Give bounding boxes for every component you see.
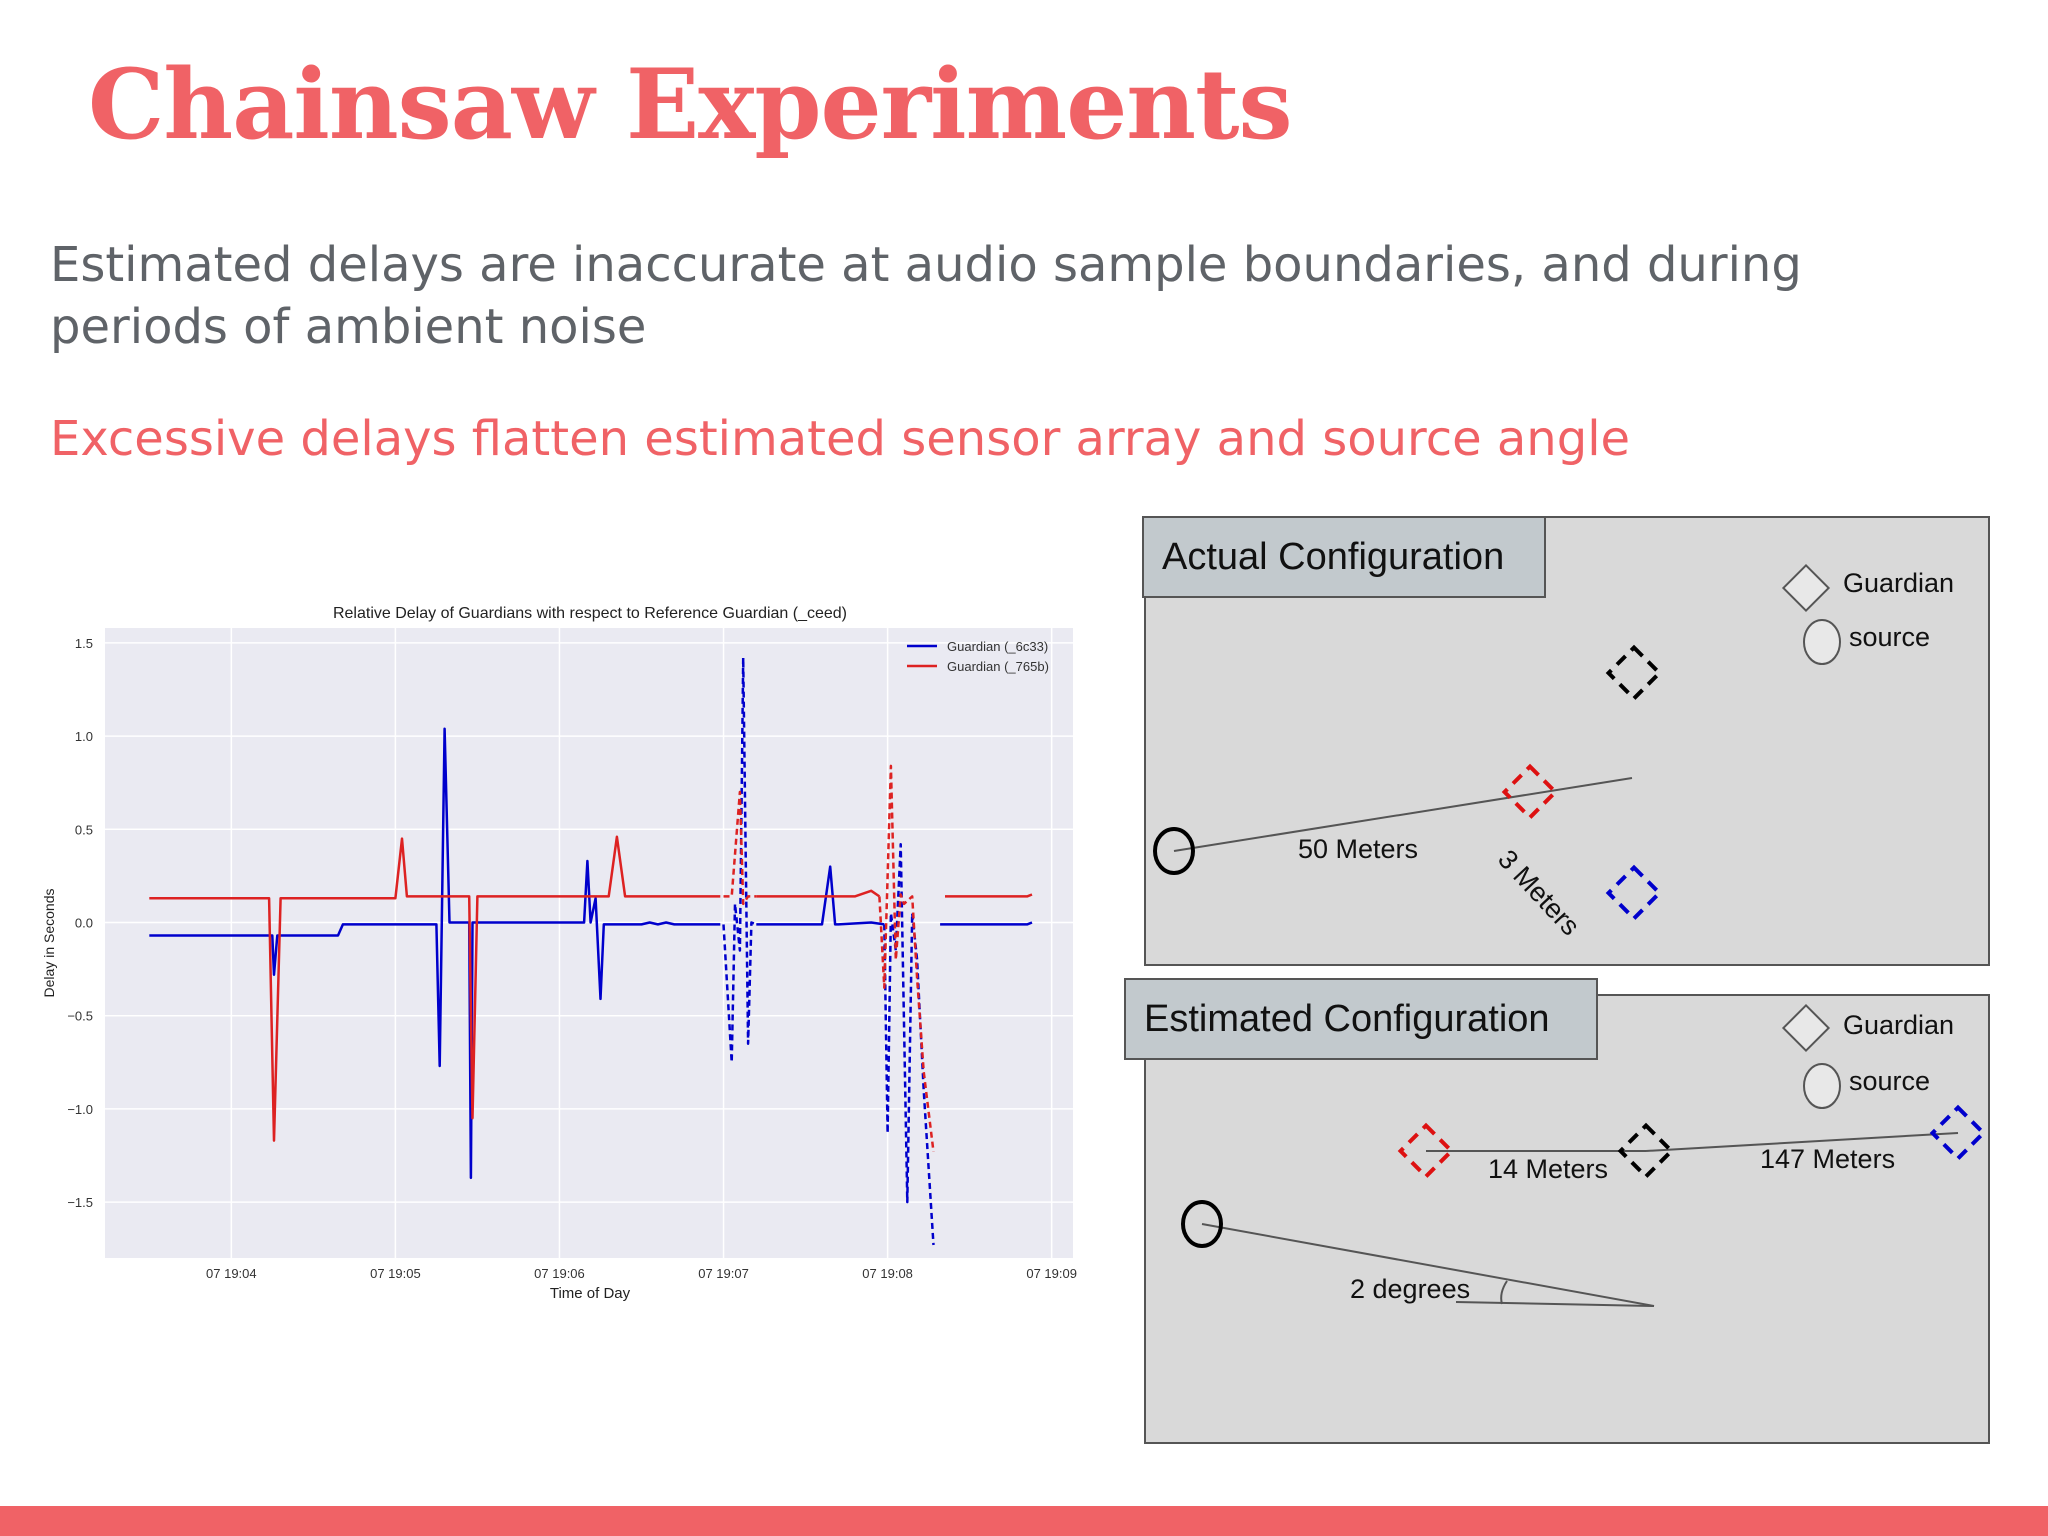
source-legend-icon (1803, 619, 1841, 665)
series-line-guardian-6c33 (756, 865, 885, 926)
delay-chart-svg: 07 19:04 07 19:05 07 19:06 07 19:07 07 19:08… (41, 605, 1077, 1302)
actual-config-diagram (1153, 563, 1841, 922)
series-line-guardian-6c33 (722, 656, 757, 1064)
y-tick-label: −1.5 (67, 1195, 93, 1210)
source-legend-label-est: source (1849, 1066, 1931, 1096)
axis-ticks: 07 19:04 07 19:05 07 19:06 07 19:07 07 19:08… (67, 636, 1077, 1281)
series-lines (149, 656, 1033, 1246)
x-axis-label: Time of Day (550, 1285, 631, 1302)
slide-title: Chainsaw Experiments (88, 48, 1292, 161)
x-tick-label: 07 19:07 (698, 1266, 749, 1281)
series-line-guardian-765b (945, 893, 1033, 898)
estimated-config-diagram (1181, 1003, 1987, 1307)
grid-lines (105, 628, 1073, 1258)
black-blue-line (1645, 1132, 1959, 1152)
y-axis-label: Delay in Seconds (41, 889, 57, 998)
guardian-legend-icon-est (1781, 1003, 1831, 1053)
guardian-black-est (1617, 1122, 1675, 1180)
guardian-legend-label: Guardian (1843, 568, 1955, 598)
distance-50-label: 50 Meters (1298, 834, 1419, 864)
chart-title: Relative Delay of Guardians with respect… (333, 605, 847, 622)
chart-legend: Guardian (_6c33) Guardian (_765b) (907, 639, 1049, 674)
y-tick-label: 1.0 (75, 729, 93, 744)
delay-chart: 07 19:04 07 19:05 07 19:06 07 19:07 07 19:08… (30, 585, 1090, 1315)
x-tick-label: 07 19:08 (862, 1266, 913, 1281)
actual-config-header: Actual Configuration (1142, 516, 1546, 598)
series-line-guardian-765b (723, 790, 757, 906)
y-tick-label: 0.0 (75, 915, 93, 930)
y-tick-label: 0.5 (75, 822, 93, 837)
angle-line-upper (1201, 1223, 1655, 1307)
subhead-text: Excessive delays flatten estimated senso… (50, 411, 1631, 467)
source-legend-icon-est (1803, 1063, 1841, 1109)
source-distance-line (1173, 777, 1633, 852)
legend-label-765b: Guardian (_765b) (947, 659, 1049, 674)
series-line-guardian-6c33 (940, 921, 1033, 926)
x-tick-label: 07 19:06 (534, 1266, 585, 1281)
x-tick-label: 07 19:05 (370, 1266, 421, 1281)
distance-147-label: 147 Meters (1760, 1144, 1896, 1174)
guardian-red (1501, 763, 1559, 821)
series-line-guardian-765b (149, 835, 721, 1142)
x-tick-label: 07 19:04 (206, 1266, 257, 1281)
angle-arc (1500, 1280, 1508, 1305)
guardian-red-est (1397, 1122, 1455, 1180)
actual-config-panel: Actual Configuration Guardian source 50 … (1142, 516, 1990, 966)
footer-accent-bar (0, 1506, 2048, 1536)
body-text: Estimated delays are inaccurate at audio… (50, 237, 1802, 355)
guardian-blue-est (1929, 1104, 1987, 1162)
series-line-guardian-6c33 (149, 727, 721, 1180)
guardian-legend-icon (1781, 563, 1831, 613)
series-line-guardian-765b (756, 889, 881, 898)
y-tick-label: −0.5 (67, 1009, 93, 1024)
source-legend-label: source (1849, 622, 1931, 652)
x-tick-label: 07 19:09 (1026, 1266, 1077, 1281)
y-tick-label: −1.0 (67, 1102, 93, 1117)
distance-14-label: 14 Meters (1488, 1154, 1609, 1184)
guardian-black (1605, 644, 1663, 702)
series-line-guardian-765b (878, 764, 935, 1152)
estimated-config-panel: Estimated Configuration Guardian source … (1124, 978, 1990, 1444)
legend-label-6c33: Guardian (_6c33) (947, 639, 1048, 654)
guardian-blue (1605, 864, 1663, 922)
angle-line-lower (1455, 1301, 1655, 1307)
source-circle-est (1181, 1200, 1223, 1248)
y-tick-label: 1.5 (75, 636, 93, 651)
angle-label: 2 degrees (1350, 1274, 1471, 1304)
guardian-legend-label-est: Guardian (1843, 1010, 1955, 1040)
plot-area (105, 628, 1073, 1258)
source-circle (1153, 827, 1195, 875)
estimated-config-header: Estimated Configuration (1124, 978, 1598, 1060)
